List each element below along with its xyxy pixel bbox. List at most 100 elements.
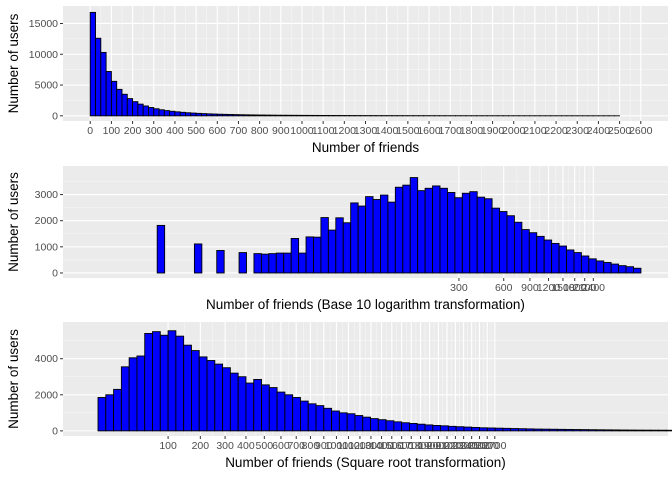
histogram-bar (153, 108, 160, 117)
histogram-bar (357, 205, 367, 274)
x-tick-label: 600 (209, 125, 227, 137)
x-tick-label: 1200 (537, 282, 561, 294)
histogram-bar (163, 110, 171, 117)
x-tick-label: 2100 (435, 440, 459, 452)
x-tick-label: 800 (251, 125, 269, 137)
x-tick-label: 1500 (380, 440, 404, 452)
histogram-bar (229, 372, 239, 432)
histogram-bar (292, 397, 301, 432)
histogram-bar (486, 427, 496, 432)
histogram-bar (416, 423, 426, 432)
histogram-bar (424, 187, 434, 274)
histogram-bar (372, 199, 381, 274)
x-tick-label: 100 (103, 125, 121, 137)
histogram-bar (95, 37, 102, 117)
histogram-log10-panel: 0 1000 2000 3000 300 600 900120015001800210024… (6, 166, 668, 312)
x-tick-label: 0 (87, 125, 93, 137)
histogram-bar (377, 419, 387, 432)
histogram-bar (502, 427, 512, 432)
histogram-bar (190, 112, 197, 117)
histogram-bar (243, 114, 250, 117)
y-tick-label: 2000 (35, 215, 59, 227)
histogram-bar (506, 215, 515, 274)
histogram-bar (625, 266, 634, 274)
histogram-bar (611, 429, 621, 432)
histogram-bar (642, 429, 652, 432)
histogram-bar (346, 413, 356, 432)
histogram-bar (350, 202, 359, 274)
histogram-bar (380, 194, 389, 274)
x-tick-label: 1900 (481, 125, 505, 137)
histogram-bar (268, 253, 277, 274)
histogram-bar (566, 249, 575, 274)
histogram-bar (238, 252, 247, 274)
x-tick-label: 300 (450, 282, 468, 294)
histogram-bar (665, 429, 672, 432)
histogram-bar (533, 428, 543, 432)
histogram-bar (543, 239, 553, 274)
histogram-bar (342, 222, 352, 274)
histogram-bar (521, 229, 530, 274)
x-tick-label: 2200 (544, 125, 568, 137)
histogram-bar (564, 428, 574, 432)
histogram-bar (633, 267, 642, 274)
histogram-bar (167, 330, 177, 432)
histogram-bar (290, 114, 298, 117)
x-tick-label: 700 (287, 440, 305, 452)
histogram-bar (320, 217, 329, 274)
histogram-bar (105, 394, 115, 432)
x-tick-label: 600 (495, 282, 513, 294)
histogram-bar (424, 424, 434, 432)
histogram-bar (387, 201, 396, 274)
histogram-bar (105, 71, 112, 117)
histogram-bar (494, 427, 504, 432)
histogram-bar (237, 376, 247, 432)
x-tick-label: 2300 (452, 440, 476, 452)
histogram-bar (618, 265, 627, 274)
x-tick-label: 1800 (563, 282, 587, 294)
y-tick-label: 15000 (29, 18, 58, 30)
histogram-bar (185, 112, 192, 117)
histogram-bar (280, 114, 287, 117)
histogram-bar (110, 80, 118, 117)
x-tick-label: 1300 (359, 440, 383, 452)
histogram-bar (365, 196, 374, 274)
x-tick-label: 2000 (427, 440, 451, 452)
y-tick-label: 0 (52, 110, 58, 122)
y-axis-title: Number of users (6, 13, 21, 113)
histogram-bar (260, 253, 270, 274)
histogram-bar (283, 252, 292, 274)
histogram-bar (432, 425, 442, 432)
x-tick-label: 2100 (573, 282, 597, 294)
x-tick-label: 1400 (370, 440, 394, 452)
x-tick-label: 1200 (333, 125, 357, 137)
x-tick-label: 500 (256, 440, 274, 452)
histogram-bar (454, 197, 463, 274)
histogram-bar (362, 416, 371, 432)
x-tick-label: 1200 (348, 440, 372, 452)
histogram-bar (650, 429, 660, 432)
histogram-bar (237, 114, 245, 117)
histogram-bar (446, 192, 456, 274)
x-tick-label: 2400 (582, 282, 606, 294)
x-tick-label: 1800 (460, 125, 484, 137)
histogram-bar (190, 350, 200, 432)
x-tick-label: 2200 (444, 440, 468, 452)
x-tick-label: 2400 (460, 440, 484, 452)
histogram-sqrt-panel: 0 2000 4000 100 200 300 400 500 6007008009001000… (6, 322, 672, 470)
histogram-bar (619, 429, 628, 432)
x-tick-label: 1000 (325, 440, 349, 452)
histogram-bar (137, 103, 144, 117)
x-tick-label: 1100 (337, 440, 360, 452)
x-tick-label: 100 (159, 440, 177, 452)
histogram-bar (323, 407, 333, 432)
x-tick-label: 600 (272, 440, 290, 452)
histogram-bar (253, 114, 261, 117)
histogram-bar (603, 429, 613, 432)
histogram-bar (174, 111, 181, 117)
histogram-bar (408, 423, 418, 432)
histogram-bar (331, 410, 340, 432)
histogram-bar (307, 403, 317, 432)
y-axis-title: Number of users (6, 172, 21, 272)
